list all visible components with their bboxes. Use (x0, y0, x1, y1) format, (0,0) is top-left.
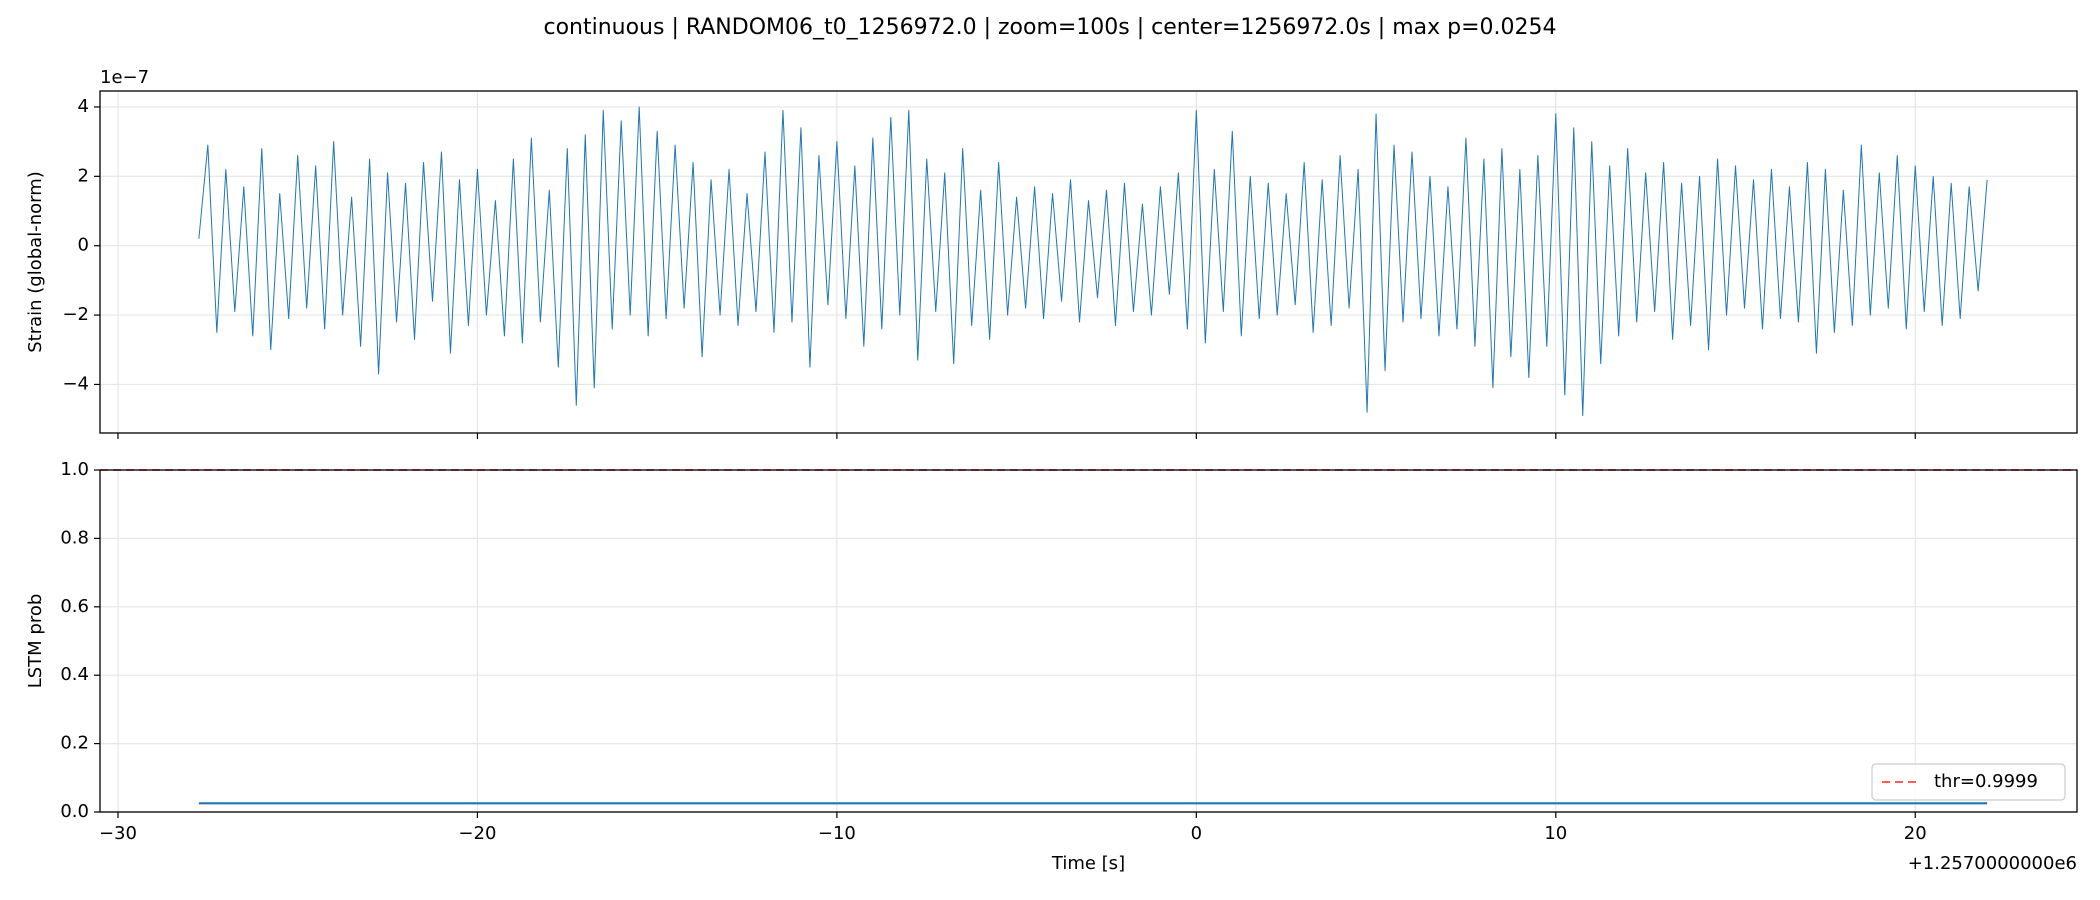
y-tick-label: 0.0 (60, 801, 89, 822)
y-axis-label: Strain (global-norm) (25, 171, 46, 353)
y-offset-label: 1e−7 (100, 67, 149, 88)
y-tick-label: 0 (78, 235, 89, 256)
y-tick-label: −2 (62, 304, 89, 325)
plot-frame (99, 90, 2078, 434)
x-offset-label: +1.2570000000e6 (1908, 853, 2077, 874)
y-tick-label: 0.6 (60, 596, 89, 617)
x-tick-label: −30 (99, 823, 137, 844)
y-tick-label: 4 (78, 96, 89, 117)
data-line (198, 106, 1988, 417)
y-axis-label: LSTM prob (25, 594, 46, 689)
legend-label: thr=0.9999 (1934, 771, 2038, 792)
x-tick-label: 0 (1191, 823, 1202, 844)
y-tick-label: 1.0 (60, 459, 89, 480)
y-tick-label: 0.8 (60, 527, 89, 548)
y-tick-label: −4 (62, 373, 89, 394)
x-axis-label: Time [s] (1051, 853, 1125, 874)
legend-box (1871, 763, 2066, 801)
x-tick-label: −20 (458, 823, 496, 844)
chart-title: continuous | RANDOM06_t0_1256972.0 | zoo… (543, 15, 1556, 40)
y-tick-label: 2 (78, 165, 89, 186)
x-tick-label: −10 (818, 823, 856, 844)
y-tick-label: 0.4 (60, 664, 89, 685)
x-tick-label: 10 (1544, 823, 1567, 844)
plot-frame (99, 469, 2078, 813)
x-tick-label: 20 (1904, 823, 1927, 844)
y-tick-label: 0.2 (60, 733, 89, 754)
